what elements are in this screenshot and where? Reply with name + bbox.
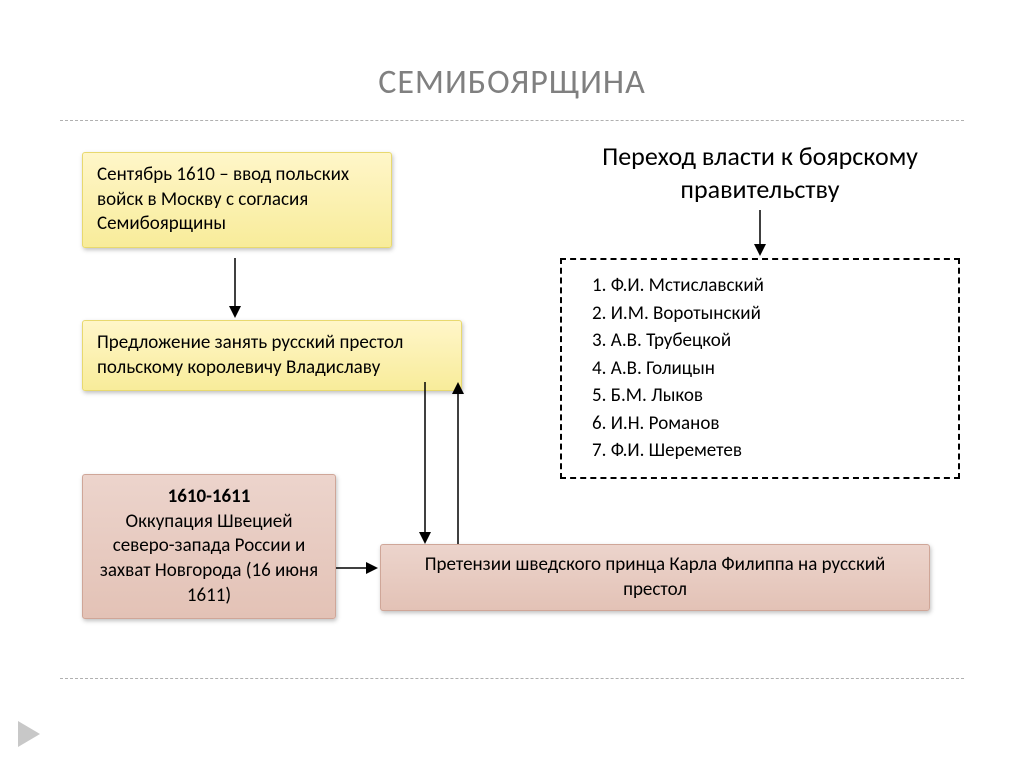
- list-item: Б.М. Лыков: [592, 382, 940, 410]
- list-item: И.Н. Романов: [592, 410, 940, 438]
- arrow-box4-box2-up: [448, 382, 468, 546]
- arrow-subtitle-to-list: [745, 210, 775, 258]
- boyar-list-box: Ф.И. Мстиславский И.М. Воротынский А.В. …: [560, 258, 960, 479]
- arrow-box2-box4-down: [415, 382, 435, 546]
- divider-bottom: [60, 678, 964, 679]
- boyar-list: Ф.И. Мстиславский И.М. Воротынский А.В. …: [580, 272, 940, 465]
- subtitle-heading: Переход власти к боярскому правительству: [560, 140, 960, 205]
- arrow-box3-to-box4: [336, 558, 380, 578]
- arrow-box1-to-box2: [220, 258, 250, 320]
- node-vladislav-proposal: Предложение занять русский престол польс…: [82, 320, 462, 391]
- node-sweden-body: Оккупация Швецией северо-запада России и…: [97, 510, 321, 609]
- node-sweden-years: 1610-1611: [97, 485, 321, 510]
- list-item: А.В. Голицын: [592, 355, 940, 383]
- page-title: СЕМИБОЯРЩИНА: [0, 62, 1024, 103]
- list-item: Ф.И. Мстиславский: [592, 272, 940, 300]
- list-item: И.М. Воротынский: [592, 300, 940, 328]
- node-karl-philipp: Претензии шведского принца Карла Филиппа…: [380, 544, 930, 611]
- node-september-1610: Сентябрь 1610 – ввод польских войск в Мо…: [82, 152, 392, 248]
- slide-nav-icon[interactable]: [18, 721, 40, 747]
- list-item: А.В. Трубецкой: [592, 327, 940, 355]
- list-item: Ф.И. Шереметев: [592, 437, 940, 465]
- divider-top: [60, 120, 964, 121]
- node-sweden-occupation: 1610-1611 Оккупация Швецией северо-запад…: [82, 474, 336, 619]
